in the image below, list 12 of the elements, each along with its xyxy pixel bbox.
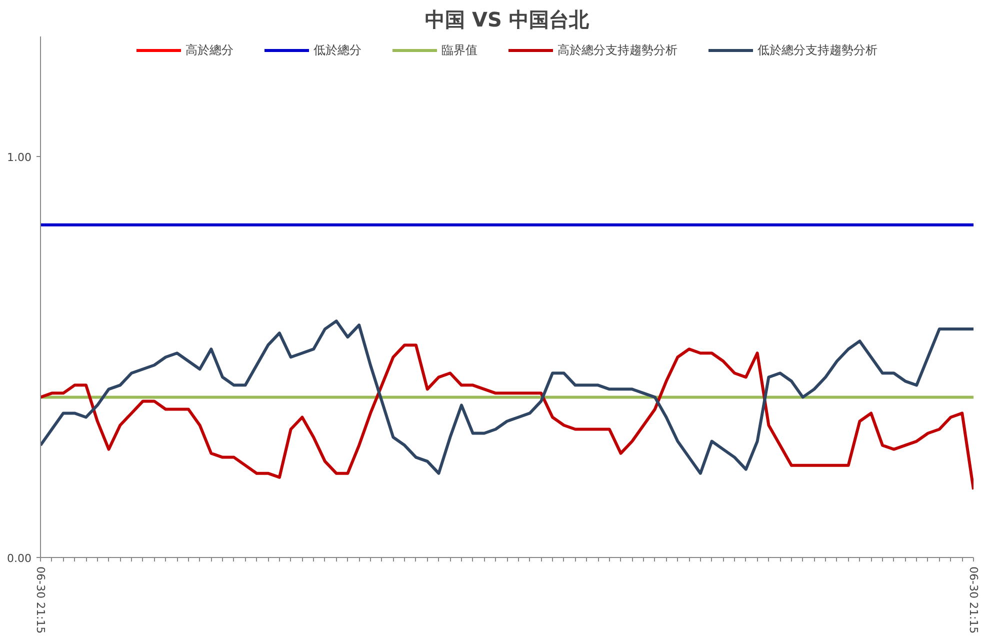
x-tick-label: 06-30 21:15 xyxy=(967,566,980,634)
y-tick-label: 0.00 xyxy=(7,552,32,565)
line-series xyxy=(40,320,974,475)
legend-label: 臨界值 xyxy=(442,42,478,58)
legend-label: 高於總分 xyxy=(186,42,234,58)
line-series xyxy=(40,344,974,491)
legend-label: 低於總分 xyxy=(314,42,362,58)
y-tick-label: 1.00 xyxy=(7,151,32,164)
legend-label: 高於總分支持趨勢分析 xyxy=(558,42,678,58)
x-tick-label: 06-30 21:15 xyxy=(34,566,47,634)
legend-label: 低於總分支持趨勢分析 xyxy=(758,42,878,58)
chart-title: 中国 VS 中国台北 xyxy=(425,8,590,32)
